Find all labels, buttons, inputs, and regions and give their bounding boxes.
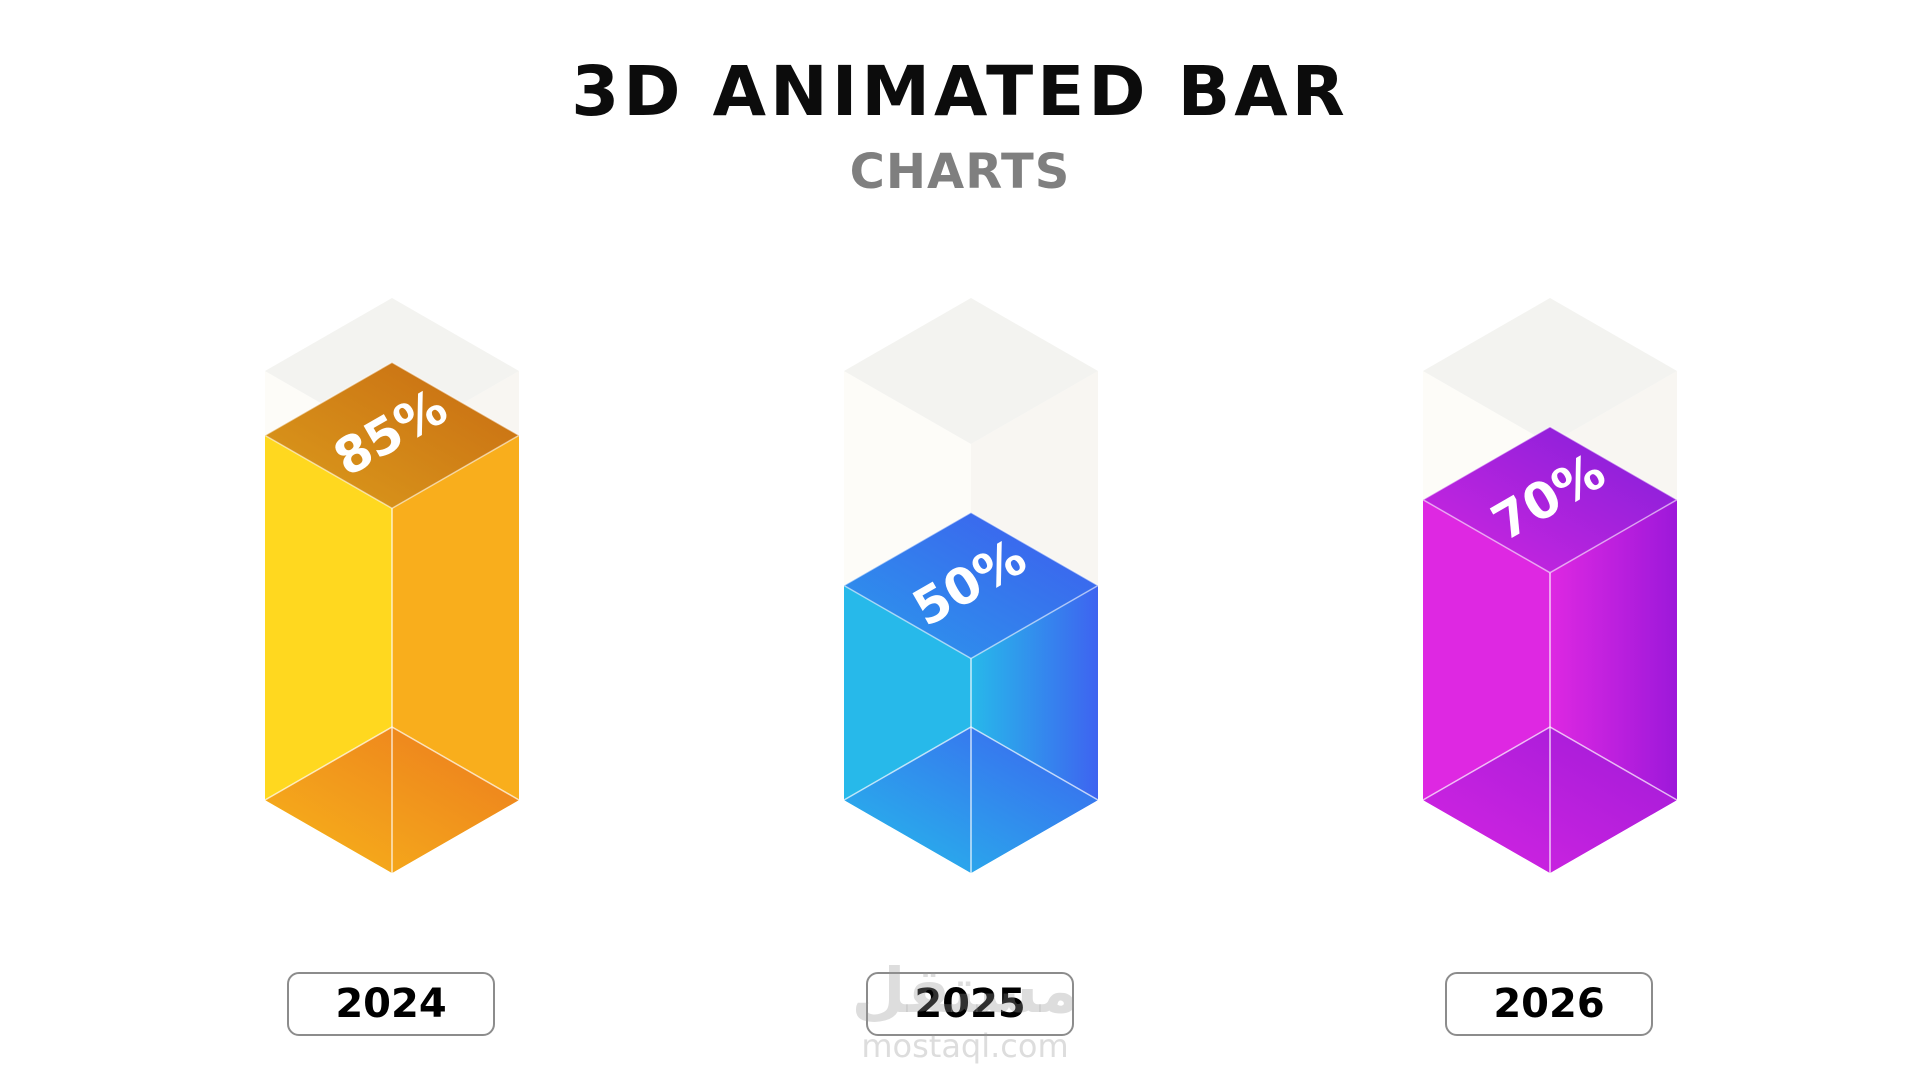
bar-top-2025: [842, 511, 1100, 660]
category-label-2025: 2025: [866, 972, 1074, 1036]
bar-top-2024: [263, 361, 521, 510]
chart-subtitle: CHARTS: [849, 144, 1071, 200]
bar-top-2026: [1421, 425, 1679, 574]
bar-ghost-top-2026: [1423, 298, 1677, 444]
bar-ghost-top-2025: [844, 298, 1098, 444]
category-label-2024: 2024: [287, 972, 495, 1036]
chart-title: 3D ANIMATED BAR: [571, 52, 1349, 132]
category-label-2026: 2026: [1445, 972, 1653, 1036]
